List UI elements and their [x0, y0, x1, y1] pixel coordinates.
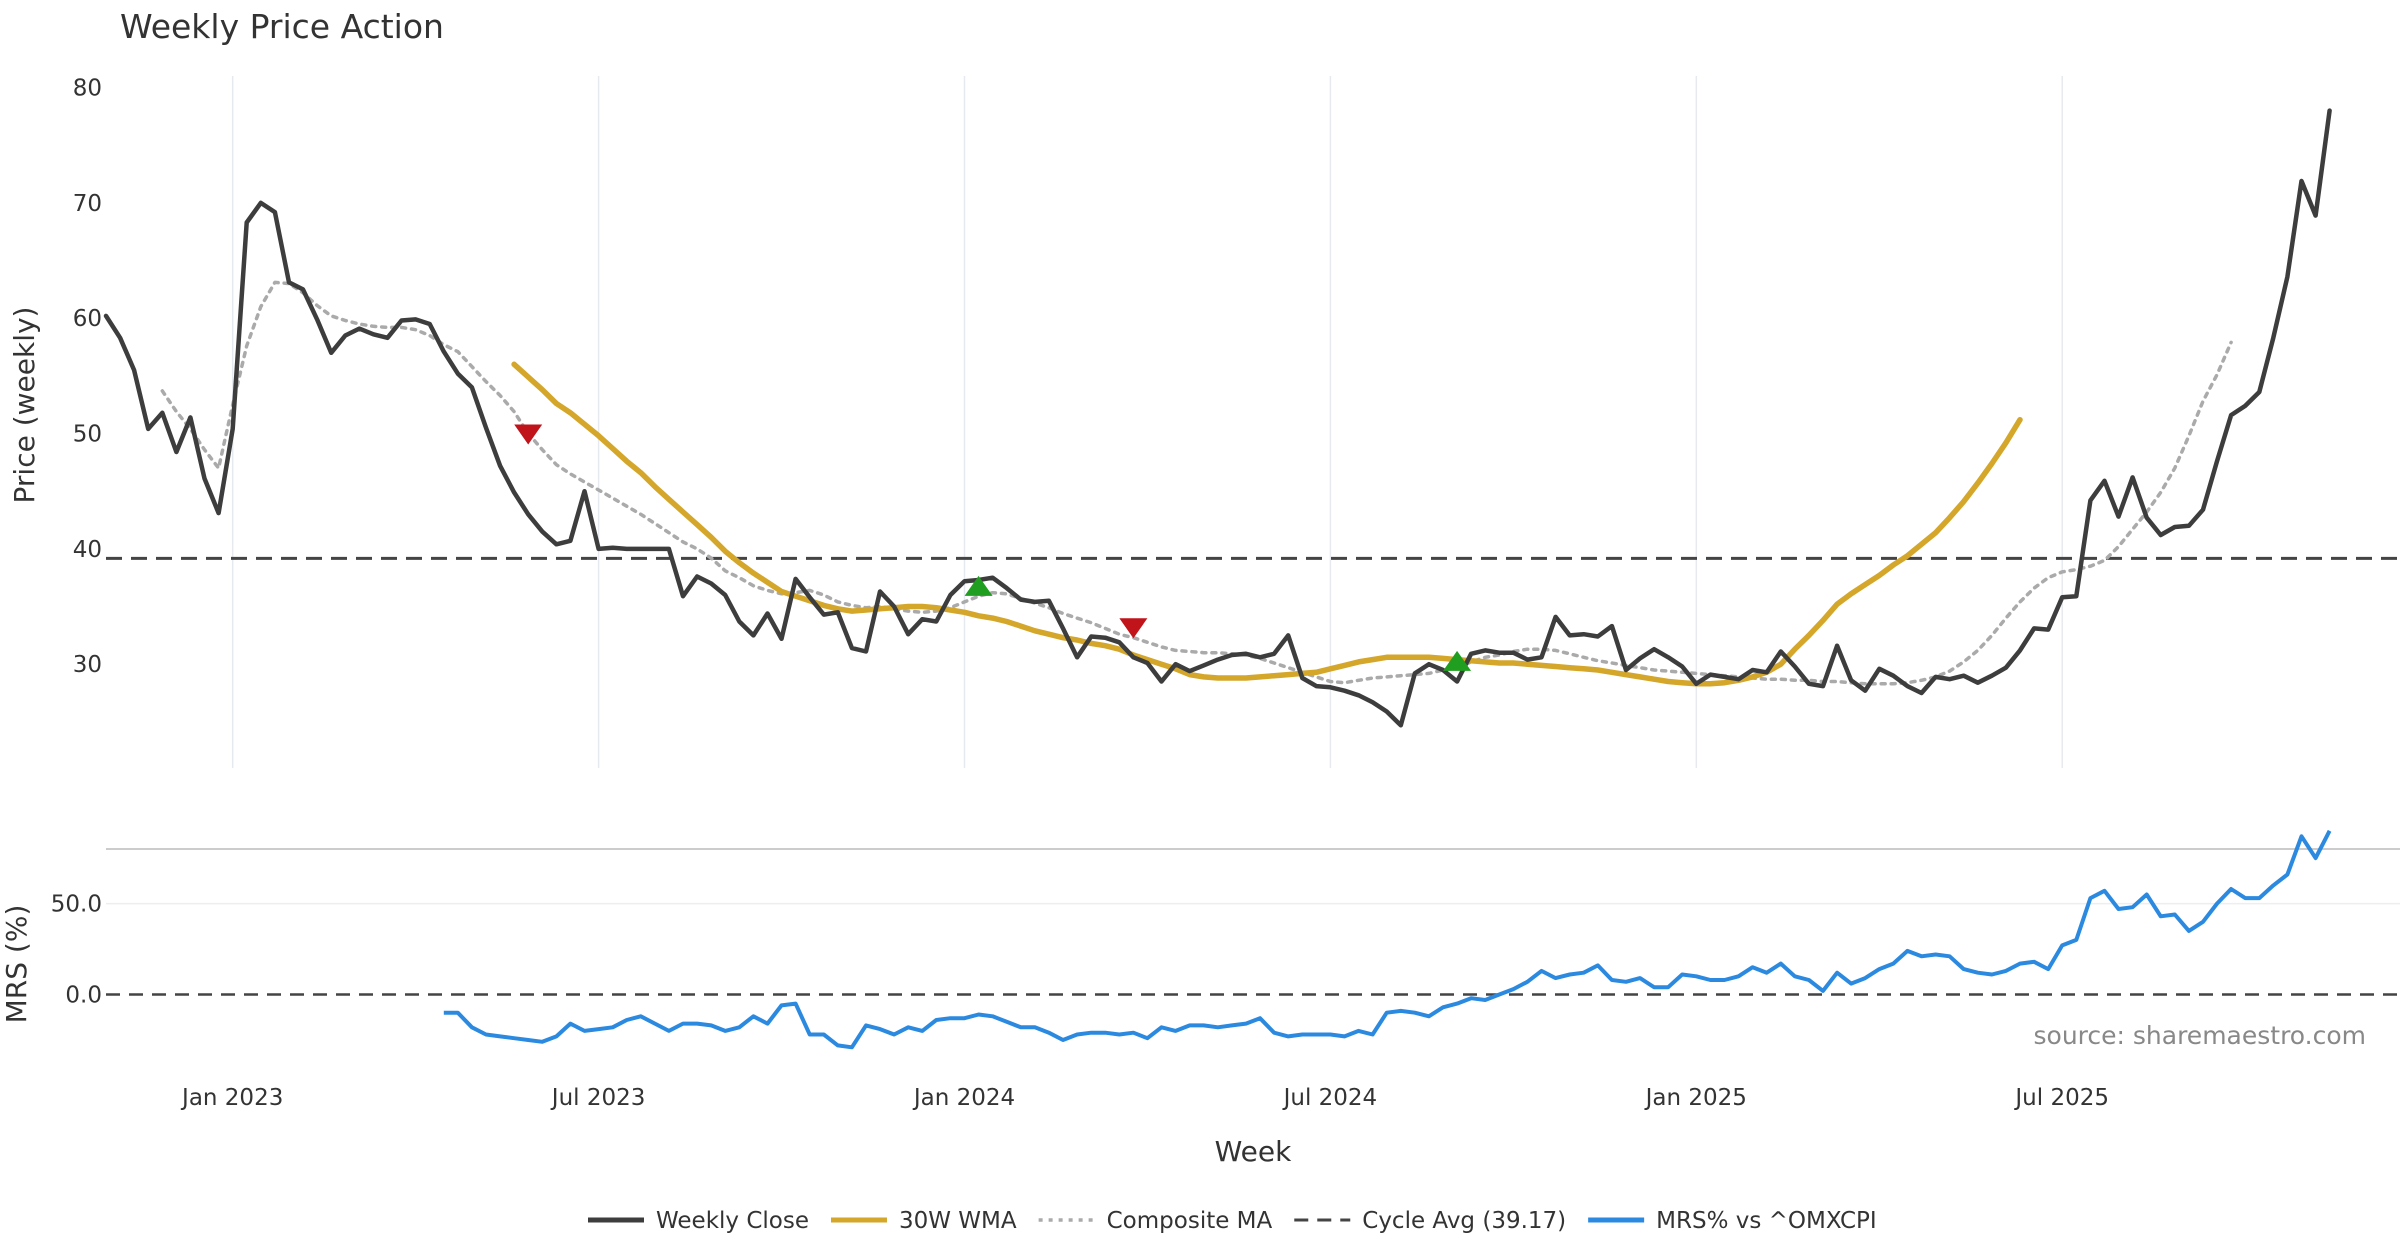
series-mrs [443, 829, 2332, 1050]
legend-label-30w-wma: 30W WMA [899, 1208, 1017, 1234]
xtick-label-1: Jul 2023 [550, 1085, 646, 1111]
sell-signal-marker-2 [1119, 618, 1148, 639]
price-ytick-label-2: 50 [73, 422, 102, 448]
legend-label-cycle-avg-39-17: Cycle Avg (39.17) [1362, 1208, 1566, 1234]
buy-signal-marker-1 [964, 575, 993, 596]
mrs-y-axis-title: MRS (%) [0, 905, 33, 1024]
price-y-ticks: 30 40 50 60 70 80 [73, 76, 102, 679]
mrs-series-group [106, 829, 2400, 1050]
sell-signal-marker-0 [514, 424, 543, 445]
price-ytick-label-4: 70 [73, 191, 102, 217]
price-ytick-label-3: 60 [73, 306, 102, 332]
xtick-label-2: Jan 2024 [912, 1085, 1015, 1111]
xtick-label-5: Jul 2025 [2013, 1085, 2109, 1111]
legend-label-mrs-vs-omxcpi: MRS% vs ^OMXCPI [1656, 1208, 1877, 1234]
legend-label-composite-ma: Composite MA [1107, 1208, 1273, 1234]
mrs-ytick-label-1: 50.0 [51, 892, 102, 918]
price-gridlines [231, 76, 2063, 768]
xtick-label-3: Jul 2024 [1282, 1085, 1378, 1111]
signal-markers [514, 424, 1472, 671]
price-y-axis-title: Price (weekly) [8, 307, 41, 504]
legend: Weekly Close 30W WMA Composite MA Cycle Avg… [588, 1208, 1877, 1234]
price-series-group [103, 108, 2400, 728]
buy-signal-marker-3 [1443, 650, 1472, 671]
source-note: source: sharemaestro.com [2034, 1021, 2367, 1050]
xtick-label-4: Jan 2025 [1644, 1085, 1747, 1111]
price-ytick-label-1: 40 [73, 537, 102, 563]
price-ytick-label-0: 30 [73, 652, 102, 678]
series-composite-ma [160, 280, 2233, 686]
series-weekly-close [103, 108, 2332, 728]
x-axis-title: Week [1215, 1135, 1292, 1168]
chart-title: Weekly Price Action [120, 7, 444, 46]
mrs-y-ticks: 0.0 50.0 [51, 892, 102, 1009]
legend-label-weekly-close: Weekly Close [656, 1208, 809, 1234]
mrs-ytick-label-0: 0.0 [65, 983, 102, 1009]
xtick-label-0: Jan 2023 [180, 1085, 283, 1111]
x-ticks: Jan 2023 Jul 2023 Jan 2024 Jul 2024 Jan 2025… [180, 1085, 2109, 1111]
price-ytick-label-5: 80 [73, 76, 102, 102]
